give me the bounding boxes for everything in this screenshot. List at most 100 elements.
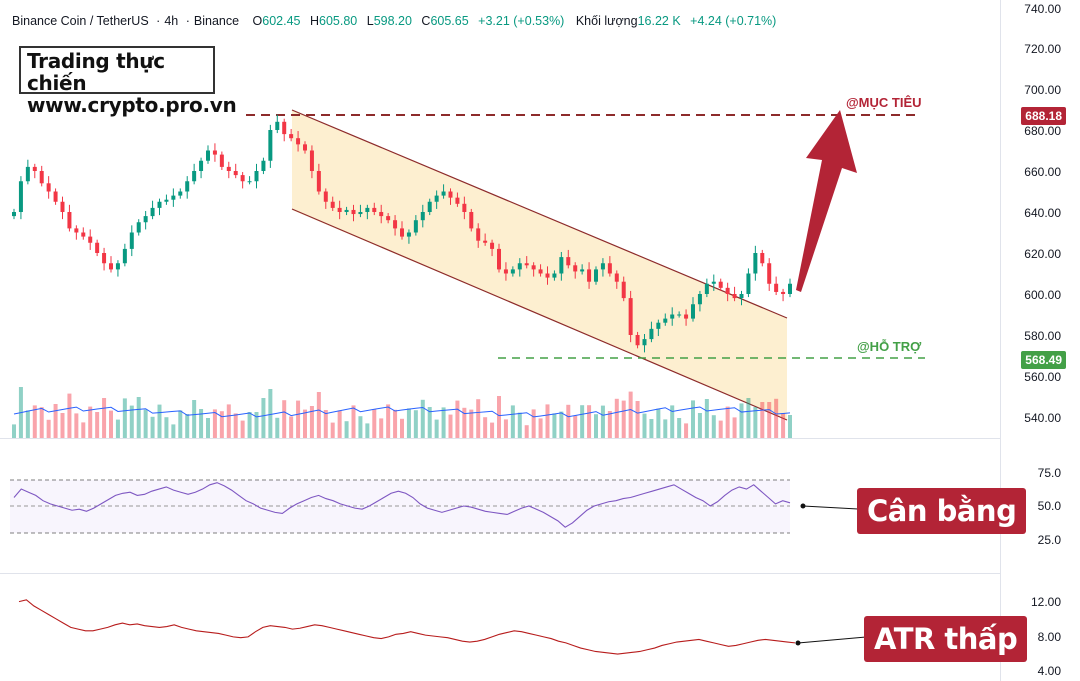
volume-bar	[767, 402, 772, 438]
volume-bar	[725, 406, 730, 438]
volume-bars	[12, 387, 792, 438]
candle	[247, 181, 252, 183]
candle	[171, 195, 176, 200]
candle	[497, 248, 501, 270]
volume-bar	[510, 405, 515, 438]
candle	[649, 328, 654, 340]
candle	[739, 294, 744, 299]
volume-bar	[663, 419, 668, 438]
volume-change: +4.24 (+0.71%)	[690, 14, 777, 28]
candle	[212, 150, 217, 155]
open-label: O	[252, 14, 263, 28]
volume-bar	[441, 407, 446, 438]
candle	[115, 263, 120, 270]
candle	[455, 197, 460, 204]
price-tick: 740.00	[1024, 2, 1061, 16]
volume-bar	[12, 424, 16, 438]
volume-bar	[32, 405, 37, 438]
volume-bar	[386, 404, 391, 438]
candle	[538, 269, 543, 274]
atr-tick: 8.00	[1037, 630, 1061, 644]
volume-bar	[60, 413, 65, 438]
volume-bar	[517, 412, 522, 438]
volume-bar	[628, 391, 633, 438]
candle	[559, 257, 564, 274]
low-value: 598.20	[373, 14, 412, 28]
channel-fill	[292, 110, 787, 420]
volume-bar	[226, 404, 231, 438]
volume-bar	[254, 412, 259, 438]
volume-bar	[247, 412, 252, 438]
candle	[74, 228, 79, 233]
volume-bar	[25, 410, 30, 438]
rsi-callout: Cân bằng	[857, 488, 1027, 534]
candle	[192, 171, 197, 182]
volume-bar	[199, 409, 204, 438]
volume-bar	[670, 405, 675, 438]
volume-bar	[351, 405, 356, 438]
low-label: L	[366, 14, 374, 28]
volume-bar	[587, 405, 592, 438]
candle	[476, 228, 481, 241]
candle	[372, 207, 377, 212]
volume-bar	[88, 406, 93, 438]
candle	[420, 212, 425, 221]
volume-bar	[74, 413, 79, 438]
volume-bar	[580, 405, 585, 438]
candle	[517, 263, 522, 270]
candle	[594, 269, 598, 282]
volume-bar	[136, 397, 141, 438]
candle	[157, 201, 162, 208]
open-value: 602.45	[262, 14, 301, 28]
exchange: Binance	[193, 14, 240, 28]
candle	[718, 281, 723, 288]
price-tick: 600.00	[1024, 288, 1061, 302]
candle	[697, 294, 702, 305]
candle	[226, 166, 231, 171]
candle	[580, 269, 585, 272]
candle	[510, 269, 515, 274]
candle	[767, 263, 772, 284]
candle	[524, 263, 529, 266]
target-price-tag: 688.18	[1021, 107, 1066, 125]
candle	[330, 201, 335, 208]
candle	[178, 191, 183, 196]
price-tick: 700.00	[1024, 83, 1061, 97]
candle	[102, 253, 107, 264]
candle	[531, 265, 536, 270]
support-label: @HỖ TRỢ	[857, 339, 922, 354]
rsi-band	[10, 480, 790, 533]
candle	[621, 281, 626, 299]
high-value: 605.80	[319, 14, 358, 28]
candle	[164, 199, 169, 202]
volume-bar	[185, 414, 190, 438]
candle	[635, 335, 640, 346]
candle	[711, 281, 716, 284]
price-tick: 620.00	[1024, 247, 1061, 261]
rsi-callout-pointer	[802, 505, 859, 510]
volume-bar	[379, 418, 384, 438]
volume-bar	[774, 398, 779, 438]
volume-bar	[316, 392, 321, 438]
volume-bar	[344, 421, 349, 438]
volume-bar	[781, 413, 786, 438]
volume-bar	[732, 417, 737, 438]
candle	[254, 171, 259, 182]
candle	[268, 130, 273, 161]
volume-bar	[219, 411, 224, 438]
close-label: C	[421, 14, 431, 28]
volume-bar	[81, 422, 86, 438]
volume-bar	[289, 416, 294, 438]
symbol-name[interactable]: Binance Coin / TetherUS	[12, 14, 149, 28]
candle	[18, 181, 23, 212]
volume-bar	[760, 402, 765, 438]
volume-bar	[323, 410, 328, 438]
volume-bar	[102, 398, 107, 438]
candle	[88, 236, 93, 243]
volume-bar	[538, 418, 543, 438]
volume-bar	[427, 407, 432, 438]
candle	[32, 166, 37, 171]
volume-bar	[129, 405, 134, 438]
candle	[136, 222, 141, 233]
